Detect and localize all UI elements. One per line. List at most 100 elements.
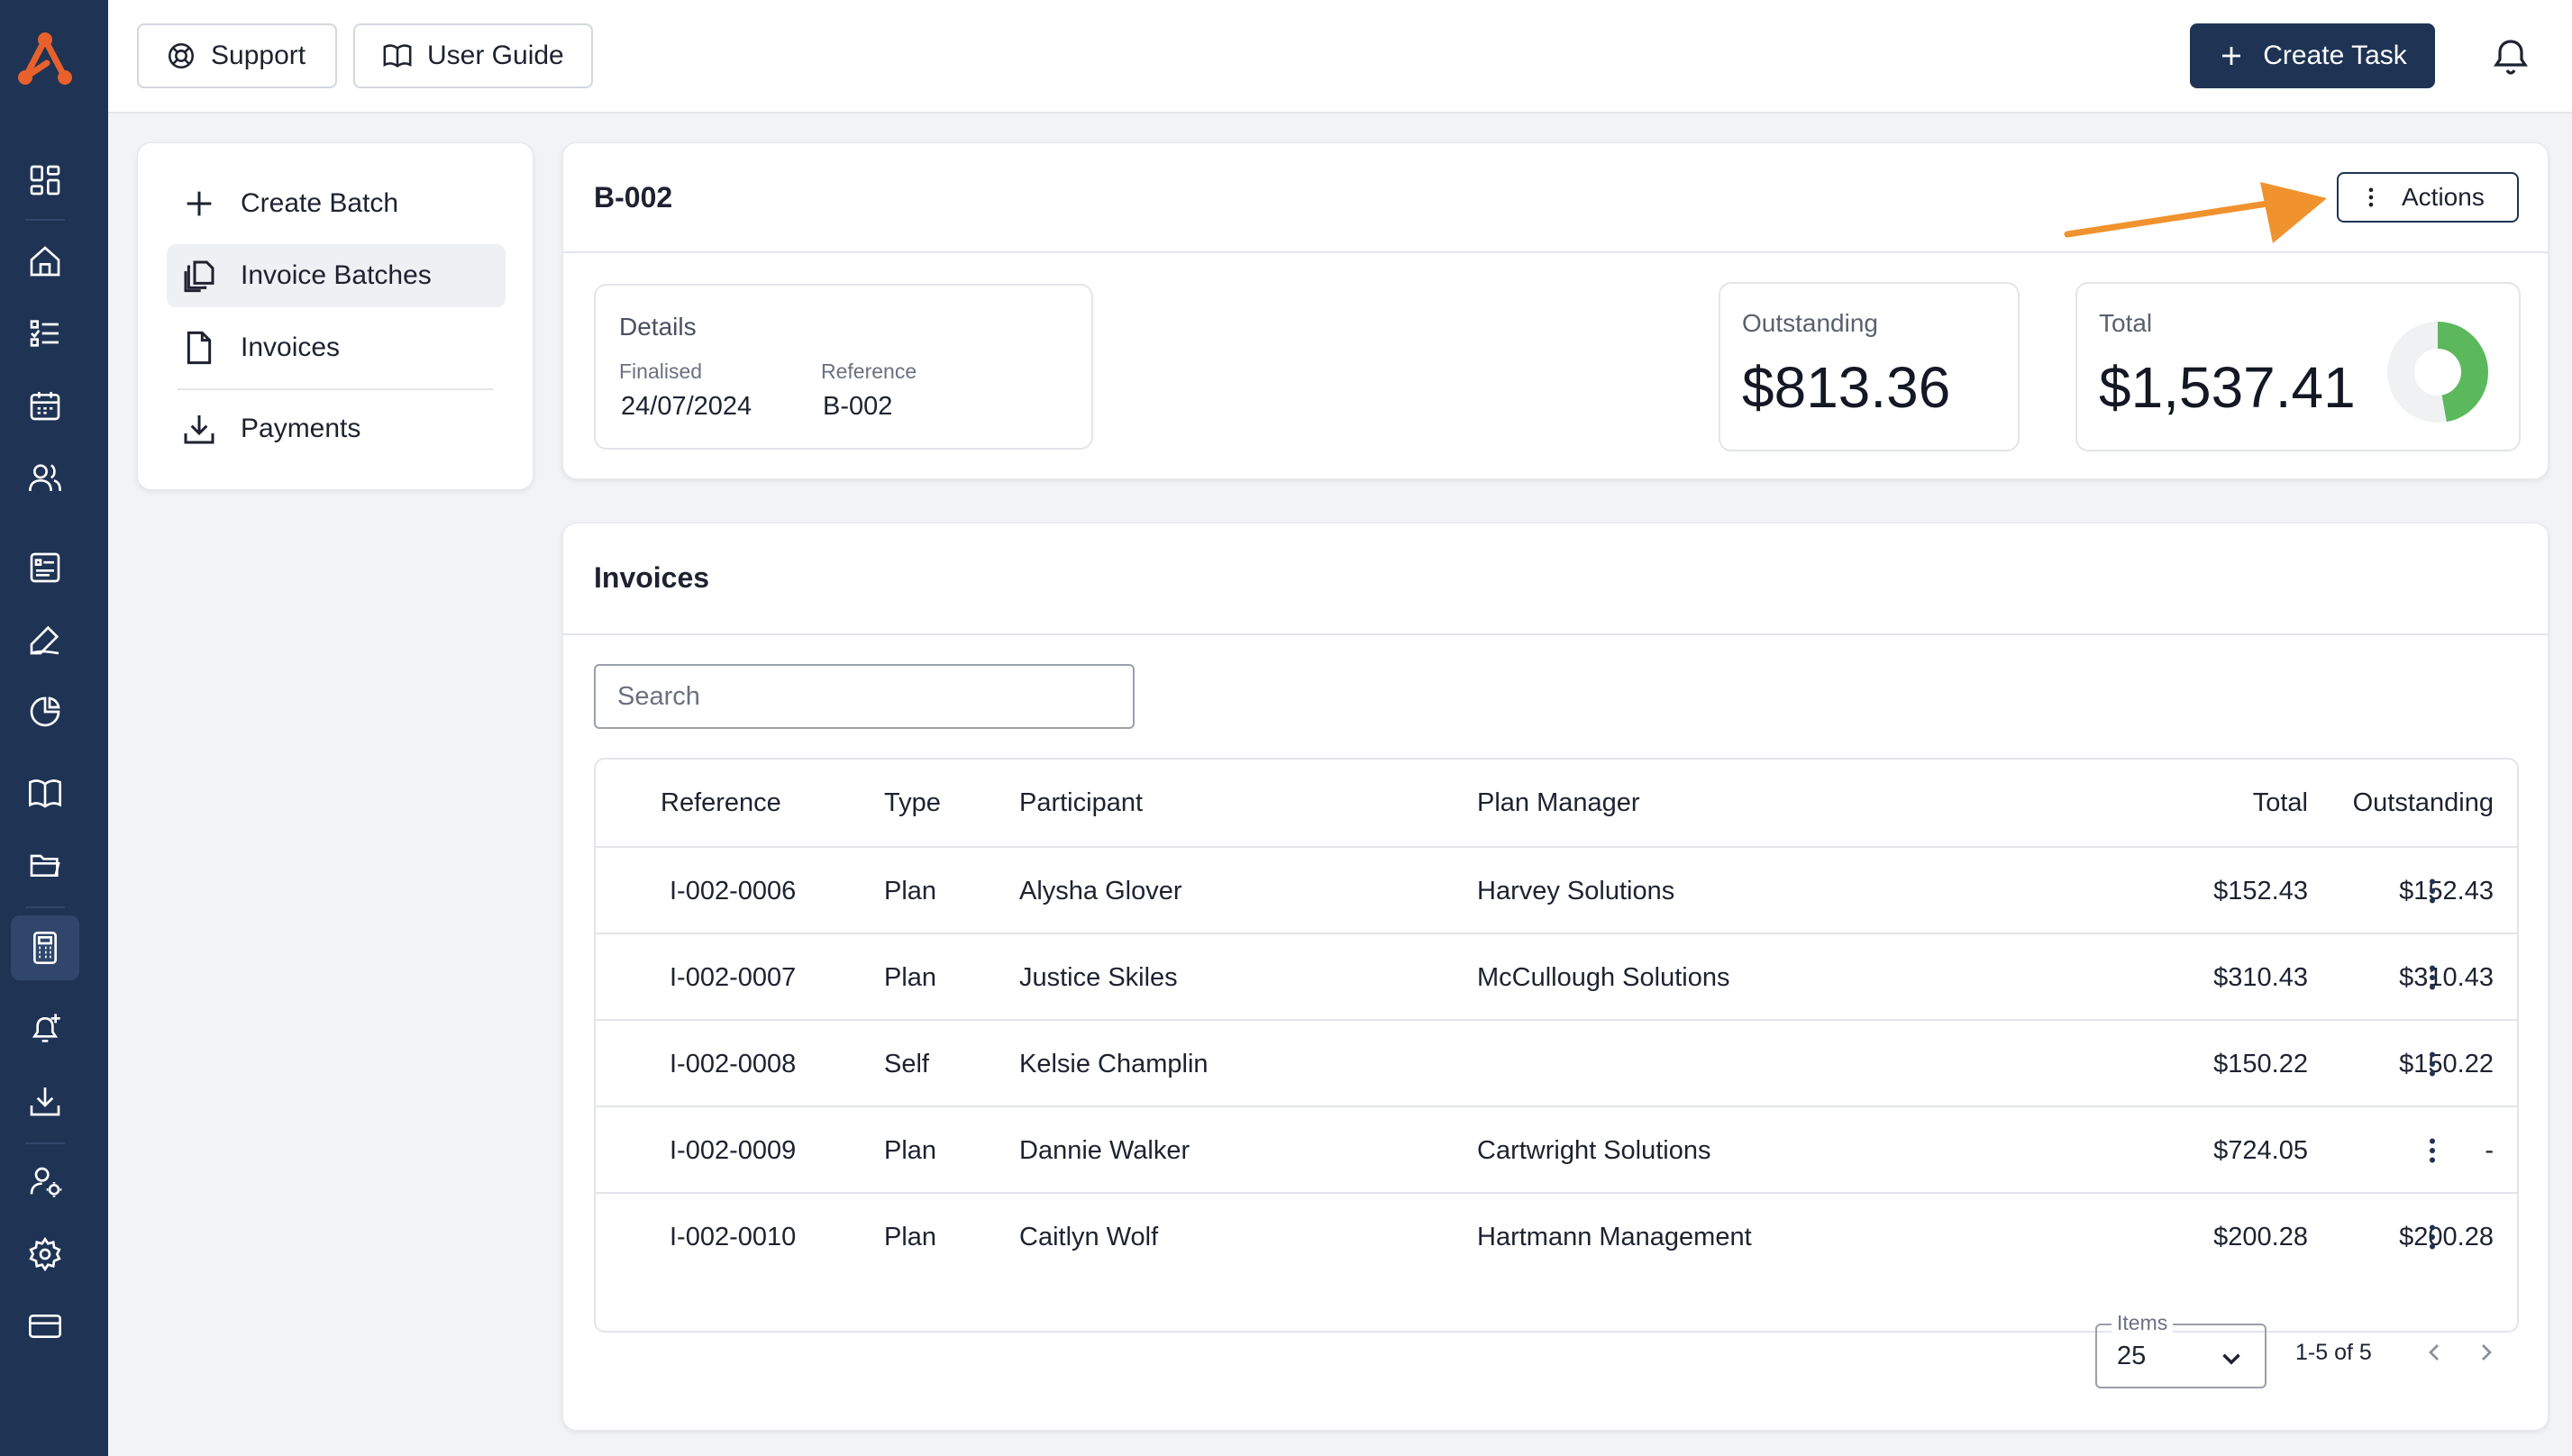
top-bar: Support User Guide Create Task JK <box>108 0 2572 114</box>
chevron-left-icon[interactable] <box>2420 1338 2449 1367</box>
total-label: Total <box>2099 309 2153 337</box>
user-settings-icon[interactable] <box>11 1150 79 1215</box>
cell-reference: I-002-0008 <box>670 1049 797 1078</box>
items-label: Items <box>2111 1311 2174 1335</box>
download-icon <box>184 415 214 444</box>
chevron-right-icon[interactable] <box>2472 1338 2501 1367</box>
support-button[interactable]: Support <box>137 23 337 88</box>
side-item-label: Invoices <box>241 332 341 362</box>
chevron-down-icon <box>2222 1353 2240 1365</box>
row-kebab-menu-icon[interactable] <box>2416 1048 2449 1080</box>
cell-outstanding: $200.28 <box>2399 1222 2494 1251</box>
folder-icon[interactable] <box>11 833 79 897</box>
reference-label: Reference <box>821 359 917 383</box>
credit-card-icon[interactable] <box>11 1294 79 1359</box>
calculator-icon[interactable] <box>11 915 79 980</box>
cell-participant: Justice Skiles <box>1019 962 1178 992</box>
user-guide-button[interactable]: User Guide <box>353 23 593 88</box>
form-icon[interactable] <box>11 535 79 600</box>
actions-button[interactable]: Actions <box>2337 172 2519 223</box>
outstanding-stat: Outstanding $813.36 <box>1719 282 2020 451</box>
reference-value: B-002 <box>823 392 893 421</box>
create-task-label: Create Task <box>2263 41 2407 70</box>
lifebuoy-icon <box>168 42 195 69</box>
outstanding-label: Outstanding <box>1742 309 1878 337</box>
user-guide-label: User Guide <box>427 41 564 70</box>
create-task-button[interactable]: Create Task <box>2190 23 2435 88</box>
table-row[interactable]: I-002-0008 Self Kelsie Champlin $150.22 … <box>596 1019 2517 1106</box>
side-item-label: Create Batch <box>241 188 399 218</box>
side-item-label: Payments <box>241 414 361 443</box>
cell-plan-manager: Harvey Solutions <box>1477 876 1675 905</box>
cell-total: $152.43 <box>2213 876 2308 905</box>
cell-outstanding: $310.43 <box>2399 962 2494 992</box>
cell-total: $200.28 <box>2213 1222 2308 1251</box>
invoices-card: Invoices Reference Type Participant Plan… <box>562 523 2549 1431</box>
brand-logo[interactable] <box>7 25 83 94</box>
column-header-total[interactable]: Total <box>2252 787 2308 817</box>
rail-divider <box>25 1142 65 1144</box>
side-item-payments[interactable]: Payments <box>167 397 506 460</box>
batch-title: B-002 <box>594 181 673 214</box>
column-header-plan-manager[interactable]: Plan Manager <box>1477 787 1640 817</box>
table-header: Reference Type Participant Plan Manager … <box>596 760 2517 846</box>
cell-participant: Dannie Walker <box>1019 1135 1190 1165</box>
table-row[interactable]: I-002-0006 Plan Alysha Glover Harvey Sol… <box>596 846 2517 933</box>
support-label: Support <box>211 41 306 70</box>
cell-total: $724.05 <box>2213 1135 2308 1165</box>
batch-summary-card: B-002 Actions Details Finalised 24/07/20… <box>562 142 2549 479</box>
details-heading: Details <box>619 313 697 341</box>
pie-chart-icon[interactable] <box>11 679 79 744</box>
side-item-invoices[interactable]: Invoices <box>167 316 506 379</box>
bell-plus-icon[interactable] <box>11 996 79 1061</box>
dashboard-icon[interactable] <box>11 148 79 213</box>
book-icon[interactable] <box>11 760 79 825</box>
side-item-invoice-batches[interactable]: Invoice Batches <box>167 244 506 307</box>
details-panel: Details Finalised 24/07/2024 Reference B… <box>594 284 1093 450</box>
table-row[interactable]: I-002-0007 Plan Justice Skiles McCulloug… <box>596 933 2517 1019</box>
copy-icon <box>184 260 214 293</box>
invoicing-side-menu: Create Batch Invoice Batches Invoices Pa… <box>137 142 534 490</box>
column-header-participant[interactable]: Participant <box>1019 787 1144 817</box>
column-header-type[interactable]: Type <box>884 787 941 817</box>
cell-reference: I-002-0010 <box>670 1222 797 1251</box>
row-kebab-menu-icon[interactable] <box>2416 1134 2449 1167</box>
total-value: $1,537.41 <box>2099 355 2356 420</box>
side-item-label: Invoice Batches <box>241 260 432 290</box>
cell-participant: Alysha Glover <box>1019 876 1182 905</box>
users-icon[interactable] <box>11 445 79 510</box>
row-kebab-menu-icon[interactable] <box>2416 961 2449 994</box>
cell-reference: I-002-0007 <box>670 962 797 992</box>
search-input[interactable] <box>594 664 1135 729</box>
actions-label: Actions <box>2402 183 2485 211</box>
gear-icon[interactable] <box>11 1222 79 1287</box>
signature-icon[interactable] <box>11 607 79 672</box>
left-nav-rail <box>0 0 108 1456</box>
cell-outstanding: $152.43 <box>2399 876 2494 905</box>
column-header-outstanding[interactable]: Outstanding <box>2352 787 2494 817</box>
outstanding-value: $813.36 <box>1742 355 1951 420</box>
download-icon[interactable] <box>11 1069 79 1133</box>
table-row[interactable]: I-002-0009 Plan Dannie Walker Cartwright… <box>596 1106 2517 1192</box>
items-per-page-select[interactable]: Items 25 <box>2095 1311 2266 1388</box>
calendar-icon[interactable] <box>11 373 79 438</box>
side-item-create-batch[interactable]: Create Batch <box>167 172 506 235</box>
cell-participant: Caitlyn Wolf <box>1019 1222 1159 1251</box>
cell-type: Plan <box>884 1222 937 1251</box>
finalised-label: Finalised <box>619 359 703 383</box>
cell-outstanding: - <box>2485 1135 2494 1165</box>
row-kebab-menu-icon[interactable] <box>2416 1221 2449 1253</box>
card-divider <box>563 633 2549 635</box>
book-icon <box>383 44 412 68</box>
home-icon[interactable] <box>11 229 79 294</box>
cell-participant: Kelsie Champlin <box>1019 1049 1208 1078</box>
cell-type: Plan <box>884 962 937 992</box>
cell-plan-manager: Hartmann Management <box>1477 1222 1752 1251</box>
table-row[interactable]: I-002-0010 Plan Caitlyn Wolf Hartmann Ma… <box>596 1192 2517 1279</box>
task-list-icon[interactable] <box>11 301 79 366</box>
row-kebab-menu-icon[interactable] <box>2416 875 2449 907</box>
pagination-range: 1-5 of 5 <box>2295 1340 2372 1365</box>
donut-paid-arc <box>2387 322 2488 423</box>
notifications-bell-icon[interactable] <box>2489 34 2532 77</box>
column-header-reference[interactable]: Reference <box>661 787 781 817</box>
